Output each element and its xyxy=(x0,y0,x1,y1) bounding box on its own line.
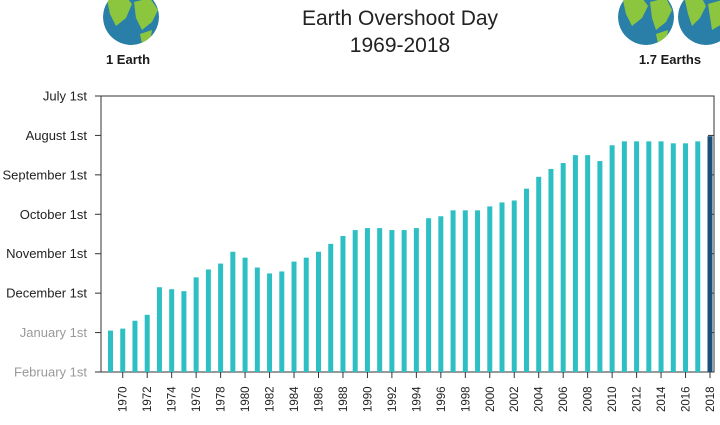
bar-2015 xyxy=(670,143,676,372)
bar-2010 xyxy=(609,145,615,372)
x-tick-label: 1998 xyxy=(460,386,472,412)
bar-1969 xyxy=(108,330,113,372)
y-tick-label: October 1st xyxy=(20,207,88,222)
y-tick-label: July 1st xyxy=(43,89,87,104)
x-tick-label: 2002 xyxy=(509,386,521,412)
bar-1987 xyxy=(328,243,334,372)
x-tick-label: 1972 xyxy=(142,386,154,412)
bar-1999 xyxy=(475,210,481,372)
x-tick-label: 1980 xyxy=(240,386,252,412)
x-tick-label: 1992 xyxy=(387,386,399,412)
bar-1977 xyxy=(205,269,211,372)
bars xyxy=(108,136,713,372)
bar-1976 xyxy=(193,277,199,372)
chart-title: Earth Overshoot Day xyxy=(302,7,499,30)
bar-2016 xyxy=(683,143,689,372)
bar-2005 xyxy=(548,168,554,372)
bar-2012 xyxy=(634,141,640,372)
bar-1997 xyxy=(450,210,456,372)
bar-1980 xyxy=(242,257,248,372)
x-tick-label: 2004 xyxy=(534,386,546,412)
bar-1992 xyxy=(389,230,395,372)
bar-1970 xyxy=(120,328,126,372)
x-tick-label: 1970 xyxy=(118,386,130,412)
bar-1972 xyxy=(144,314,150,372)
y-tick-label: November 1st xyxy=(6,246,87,261)
y-tick-label: December 1st xyxy=(6,286,87,301)
bar-1971 xyxy=(132,320,138,372)
bar-1982 xyxy=(267,273,273,372)
x-tick-label: 2018 xyxy=(705,386,717,412)
bar-1981 xyxy=(254,267,260,372)
bar-1978 xyxy=(218,263,224,372)
x-tick-label: 1984 xyxy=(289,386,301,412)
y-tick-label: August 1st xyxy=(26,128,88,143)
y-tick-label: February 1st xyxy=(14,365,87,380)
x-tick-label: 2014 xyxy=(656,386,668,412)
x-tick-label: 2012 xyxy=(632,386,644,412)
y-axis: July 1st August 1st September 1st October 1… xyxy=(2,89,714,380)
x-tick-label: 1974 xyxy=(167,386,179,412)
bar-1986 xyxy=(315,251,321,372)
x-tick-label: 2006 xyxy=(558,386,570,412)
bar-1989 xyxy=(352,230,358,372)
chart-subtitle: 1969-2018 xyxy=(350,34,450,57)
x-tick-label: 1976 xyxy=(191,386,203,412)
x-tick-label: 2008 xyxy=(583,386,595,412)
bar-2009 xyxy=(597,161,603,372)
bar-2017 xyxy=(695,141,701,372)
bar-2001 xyxy=(499,202,505,372)
bar-1984 xyxy=(291,261,297,372)
bar-1975 xyxy=(181,291,187,372)
bar-1990 xyxy=(364,228,370,372)
x-tick-label: 1994 xyxy=(411,386,423,412)
bar-1974 xyxy=(169,289,175,372)
earth-globe-icon xyxy=(103,0,159,45)
bar-1988 xyxy=(340,235,346,372)
bar-1994 xyxy=(413,228,419,372)
bar-2018 xyxy=(707,136,713,372)
bar-1985 xyxy=(303,257,309,372)
y-tick-label: January 1st xyxy=(20,325,88,340)
plot-frame xyxy=(100,95,715,373)
bar-1983 xyxy=(279,271,285,372)
bar-1973 xyxy=(156,287,162,372)
x-tick-label: 2000 xyxy=(485,386,497,412)
one-point-seven-earths-label: 1.7 Earths xyxy=(639,52,701,67)
bar-2007 xyxy=(572,155,578,372)
bar-2008 xyxy=(585,155,591,372)
bar-1998 xyxy=(462,210,468,372)
bar-2006 xyxy=(560,163,566,372)
bar-2004 xyxy=(536,176,542,372)
x-tick-label: 2016 xyxy=(681,386,693,412)
bar-2003 xyxy=(523,188,529,372)
x-tick-label: 1988 xyxy=(338,386,350,412)
bar-2000 xyxy=(487,206,493,372)
x-tick-label: 1978 xyxy=(216,386,228,412)
bar-1979 xyxy=(230,251,236,372)
one-earth-label: 1 Earth xyxy=(106,52,150,67)
x-tick-label: 1982 xyxy=(265,386,277,412)
bar-2002 xyxy=(511,200,517,372)
bar-1991 xyxy=(377,228,383,372)
x-axis: 1970 1972 1974 1976 1978 1980 1982 1984 1986 1988… xyxy=(118,372,717,412)
bar-2011 xyxy=(621,141,627,372)
x-tick-label: 1986 xyxy=(313,386,325,412)
bar-1995 xyxy=(426,218,432,372)
x-tick-label: 1990 xyxy=(362,386,374,412)
bar-2014 xyxy=(658,141,664,372)
x-tick-label: 2010 xyxy=(607,386,619,412)
two-earth-globes-icon xyxy=(618,0,720,45)
y-tick-label: September 1st xyxy=(2,167,87,182)
bar-1996 xyxy=(438,216,444,372)
x-tick-label: 1996 xyxy=(436,386,448,412)
bar-1993 xyxy=(401,230,407,372)
bar-2013 xyxy=(646,141,652,372)
